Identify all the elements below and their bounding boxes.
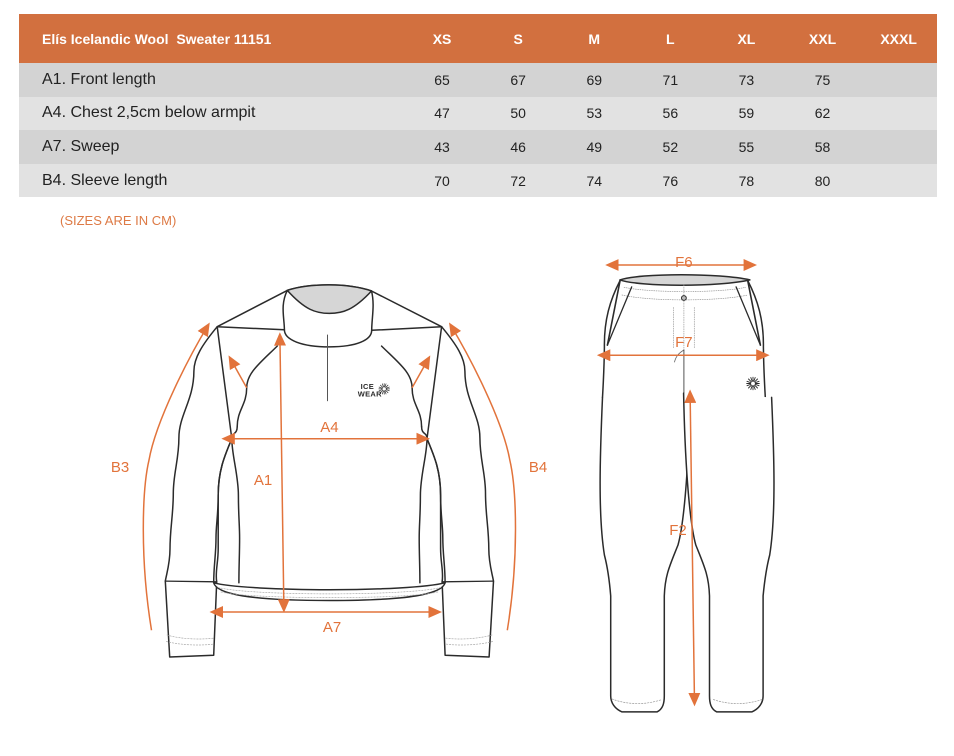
svg-text:F2: F2 (669, 522, 687, 539)
svg-text:B3: B3 (111, 459, 129, 476)
svg-text:A1: A1 (254, 472, 272, 489)
svg-text:F6: F6 (675, 255, 693, 271)
svg-text:A4: A4 (320, 419, 338, 436)
svg-text:B4: B4 (529, 459, 547, 476)
svg-text:WEAR: WEAR (358, 390, 382, 399)
svg-text:A7: A7 (323, 619, 341, 636)
svg-text:F7: F7 (675, 334, 693, 351)
